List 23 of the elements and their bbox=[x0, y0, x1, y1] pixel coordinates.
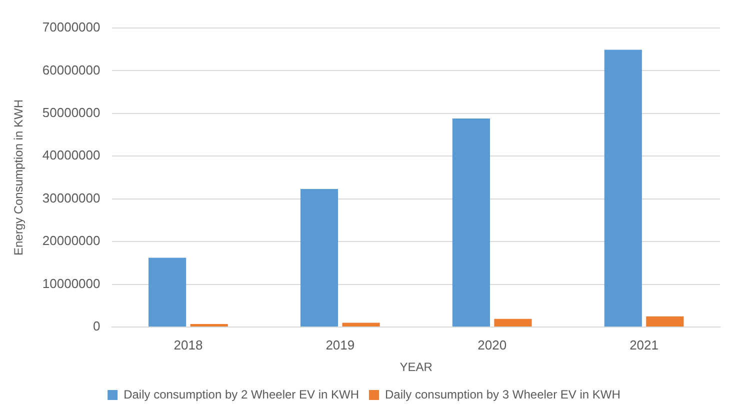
y-tick-label: 20000000 bbox=[42, 233, 100, 248]
bar bbox=[604, 50, 642, 326]
bar bbox=[148, 258, 186, 326]
bar bbox=[300, 189, 338, 326]
y-tick-label: 10000000 bbox=[42, 276, 100, 291]
bar bbox=[494, 318, 532, 326]
x-axis-title: YEAR bbox=[400, 360, 433, 374]
y-tick-label: 70000000 bbox=[42, 20, 100, 35]
y-tick-label: 40000000 bbox=[42, 148, 100, 163]
x-tick-label: 2021 bbox=[630, 337, 658, 352]
x-tick-label: 2018 bbox=[174, 337, 203, 352]
bar bbox=[342, 322, 380, 326]
legend-label: Daily consumption by 3 Wheeler EV in KWH bbox=[385, 387, 620, 402]
y-tick-label: 60000000 bbox=[42, 62, 100, 78]
legend-label: Daily consumption by 2 Wheeler EV in KWH bbox=[124, 387, 360, 402]
y-tick-label: 0 bbox=[93, 318, 100, 334]
bar bbox=[646, 316, 684, 326]
x-tick-label: 2019 bbox=[326, 337, 355, 352]
y-tick-label: 50000000 bbox=[42, 105, 100, 120]
y-tick-label: 30000000 bbox=[42, 190, 100, 206]
x-tick-label: 2020 bbox=[478, 337, 507, 352]
bar bbox=[452, 118, 490, 326]
y-axis-title: Energy Consumption in KWH bbox=[12, 99, 26, 256]
